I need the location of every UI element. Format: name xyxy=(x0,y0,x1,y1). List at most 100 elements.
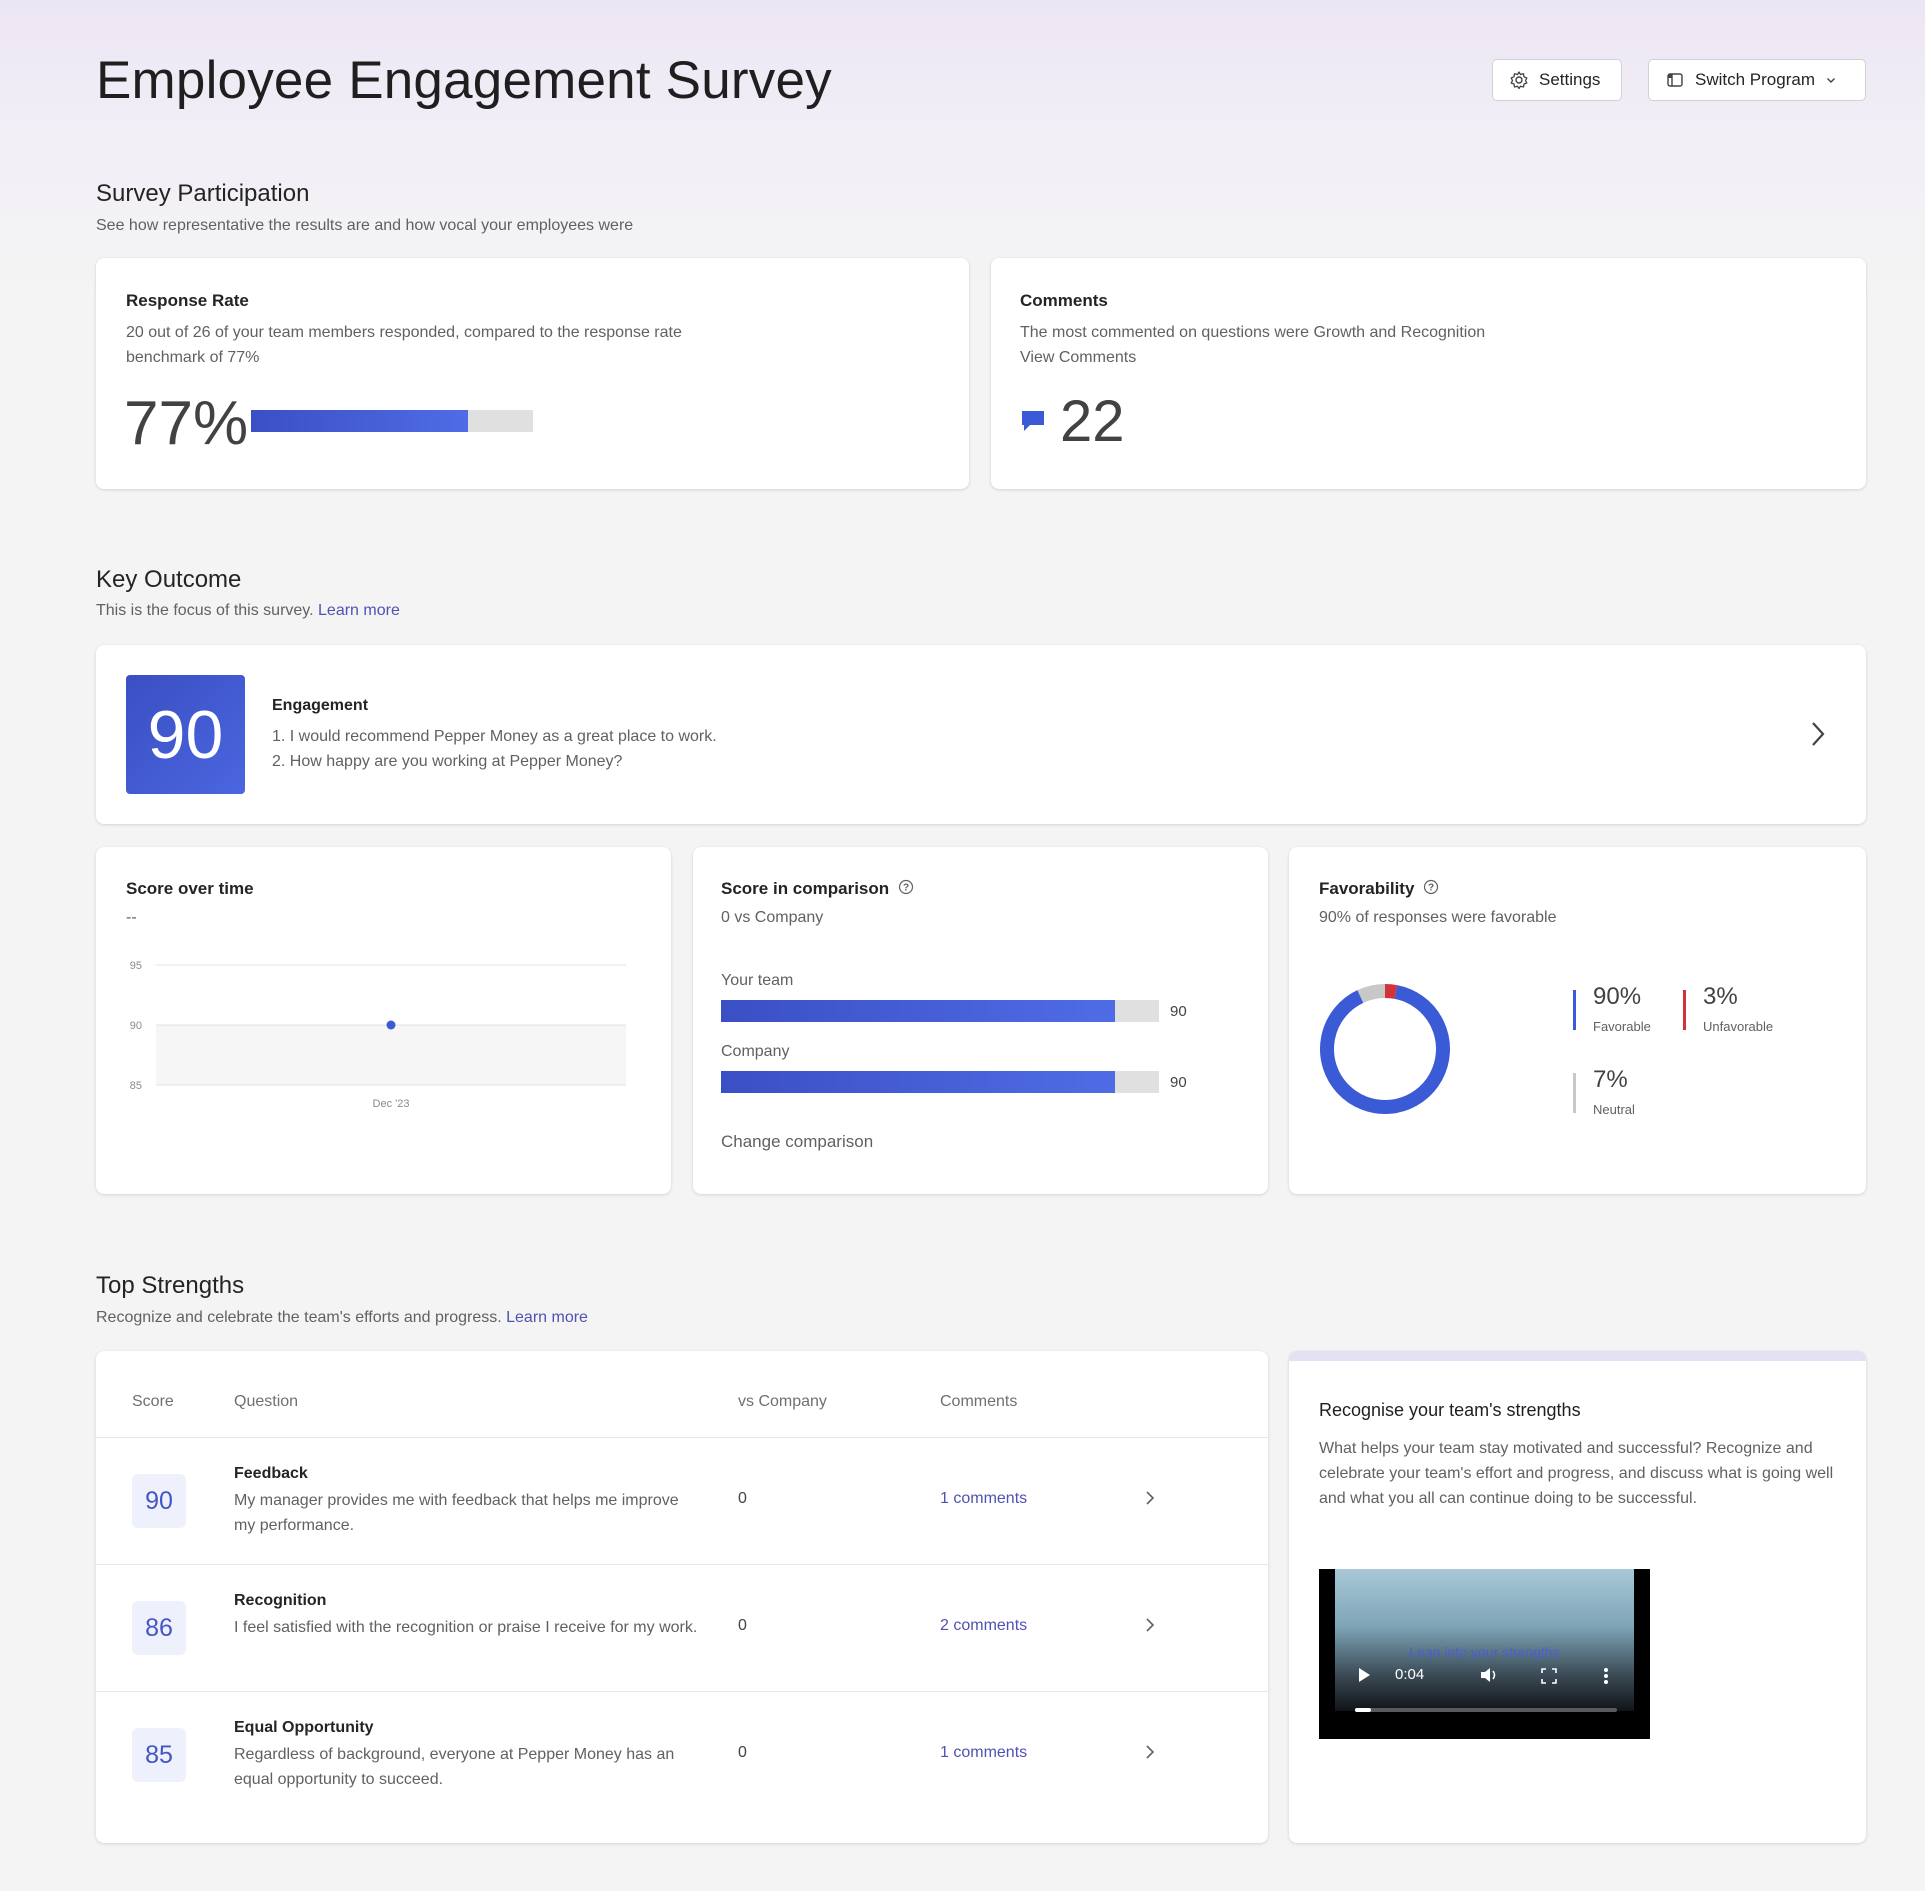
row-description: Regardless of background, everyone at Pe… xyxy=(234,1746,675,1788)
chart-area-fill xyxy=(156,1025,626,1085)
score-comparison-card: Score in comparison ? 0 vs Company Your … xyxy=(693,847,1268,1194)
comments-count: 22 xyxy=(1060,389,1125,454)
switch-program-button[interactable]: Switch Program xyxy=(1648,59,1866,101)
score-over-time-subtitle: -- xyxy=(126,909,137,926)
chevron-right-icon[interactable] xyxy=(1144,1617,1156,1638)
page-title: Employee Engagement Survey xyxy=(96,51,832,110)
neutral-label: Neutral xyxy=(1593,1102,1635,1117)
engagement-name: Engagement xyxy=(272,697,369,714)
header-question: Question xyxy=(234,1393,299,1410)
score-over-time-title: Score over time xyxy=(126,879,254,898)
row-vs-company: 0 xyxy=(738,1490,747,1507)
chevron-right-icon[interactable] xyxy=(1808,719,1828,754)
settings-label: Settings xyxy=(1539,70,1601,89)
svg-text:?: ? xyxy=(1428,883,1434,894)
header-comments: Comments xyxy=(940,1393,1018,1410)
row-title: Recognition xyxy=(234,1592,327,1609)
row-title: Equal Opportunity xyxy=(234,1719,374,1736)
favorability-subtitle: 90% of responses were favorable xyxy=(1319,909,1557,926)
key-outcome-learn-more-link[interactable]: Learn more xyxy=(318,602,400,619)
company-label: Company xyxy=(721,1043,790,1060)
video-player[interactable]: Lean into your strengths 0:04 xyxy=(1319,1569,1650,1739)
score-over-time-chart: 95 90 85 Dec '23 xyxy=(130,960,626,1110)
svg-text:?: ? xyxy=(903,883,909,894)
page-header: Employee Engagement Survey Settings Swit… xyxy=(96,50,1866,120)
recognise-title: Recognise your team's strengths xyxy=(1319,1400,1581,1420)
favorable-label: Favorable xyxy=(1593,1019,1651,1034)
play-icon[interactable] xyxy=(1357,1667,1371,1687)
your-team-bar xyxy=(721,1000,1159,1022)
unfavorable-segment[interactable] xyxy=(1384,984,1398,999)
row-comments-link[interactable]: 1 comments xyxy=(940,1744,1028,1761)
video-caption: Lean into your strengths xyxy=(1409,1644,1560,1660)
strengths-title: Top Strengths xyxy=(96,1272,245,1299)
y-tick-label: 90 xyxy=(130,1020,142,1032)
unfavorable-marker xyxy=(1683,990,1686,1030)
response-rate-text-1: 20 out of 26 of your team members respon… xyxy=(126,324,682,341)
switch-program-label: Switch Program xyxy=(1695,70,1815,89)
company-value: 90 xyxy=(1170,1074,1187,1091)
score-over-time-card: Score over time -- 95 90 85 Dec '23 xyxy=(96,847,671,1194)
card-accent-bar xyxy=(1289,1351,1866,1361)
row-description: My manager provides me with feedback tha… xyxy=(234,1492,679,1534)
neutral-segment[interactable] xyxy=(1357,984,1386,1003)
x-tick-label: Dec '23 xyxy=(373,1098,410,1110)
your-team-value: 90 xyxy=(1170,1003,1187,1020)
settings-button[interactable]: Settings xyxy=(1492,59,1622,101)
favorable-marker xyxy=(1573,990,1576,1030)
response-rate-text-2: benchmark of 77% xyxy=(126,349,260,366)
info-icon[interactable]: ? xyxy=(1423,879,1439,900)
participation-subtitle: See how representative the results are a… xyxy=(96,217,634,234)
row-description: I feel satisfied with the recognition or… xyxy=(234,1619,698,1636)
change-comparison-link[interactable]: Change comparison xyxy=(721,1132,874,1151)
neutral-marker xyxy=(1573,1073,1576,1113)
company-bar-fill xyxy=(721,1071,1116,1093)
comments-title: Comments xyxy=(1020,291,1108,310)
table-row[interactable]: 86 Recognition I feel satisfied with the… xyxy=(96,1564,1268,1691)
data-point[interactable] xyxy=(386,1020,396,1030)
favorability-title-text: Favorability xyxy=(1319,879,1415,898)
response-rate-value: 77% xyxy=(124,389,249,458)
engagement-score: 90 xyxy=(126,675,245,794)
recognise-text: What helps your team stay motivated and … xyxy=(1319,1440,1834,1507)
favorable-segment[interactable] xyxy=(1320,985,1450,1114)
view-comments-link[interactable]: View Comments xyxy=(1020,349,1137,366)
switch-program-icon xyxy=(1665,70,1685,90)
participation-title: Survey Participation xyxy=(96,180,310,207)
favorability-title: Favorability ? xyxy=(1319,879,1439,900)
row-title: Feedback xyxy=(234,1465,308,1482)
row-vs-company: 0 xyxy=(738,1744,747,1761)
your-team-label: Your team xyxy=(721,972,794,989)
chevron-right-icon[interactable] xyxy=(1144,1744,1156,1765)
more-options-icon[interactable] xyxy=(1603,1667,1609,1689)
row-score: 90 xyxy=(132,1474,186,1528)
key-outcome-subtitle-text: This is the focus of this survey. xyxy=(96,602,314,619)
row-comments-link[interactable]: 1 comments xyxy=(940,1490,1028,1507)
engagement-question-1: 1. I would recommend Pepper Money as a g… xyxy=(272,728,717,745)
comments-text: The most commented on questions were Gro… xyxy=(1020,324,1486,341)
engagement-card[interactable]: 90 Engagement 1. I would recommend Peppe… xyxy=(96,645,1866,824)
company-bar xyxy=(721,1071,1159,1093)
row-vs-company: 0 xyxy=(738,1617,747,1634)
response-rate-bar xyxy=(251,410,533,432)
fullscreen-icon[interactable] xyxy=(1541,1668,1557,1688)
row-comments-link[interactable]: 2 comments xyxy=(940,1617,1028,1634)
chevron-right-icon[interactable] xyxy=(1144,1490,1156,1511)
favorability-card: Favorability ? 90% of responses were fav… xyxy=(1289,847,1866,1194)
unfavorable-pct: 3% xyxy=(1703,983,1738,1010)
chevron-down-icon xyxy=(1825,74,1837,86)
key-outcome-title: Key Outcome xyxy=(96,566,242,593)
favorability-donut xyxy=(1320,984,1450,1114)
header-score: Score xyxy=(132,1393,174,1410)
header-vs-company: vs Company xyxy=(738,1393,827,1410)
video-progress-track[interactable] xyxy=(1355,1708,1617,1712)
strengths-subtitle-text: Recognize and celebrate the team's effor… xyxy=(96,1309,502,1326)
score-comparison-title-text: Score in comparison xyxy=(721,879,890,898)
volume-icon[interactable] xyxy=(1480,1667,1500,1687)
comments-card: Comments The most commented on questions… xyxy=(991,258,1866,489)
table-row[interactable]: 90 Feedback My manager provides me with … xyxy=(96,1437,1268,1564)
info-icon[interactable]: ? xyxy=(898,879,914,900)
strengths-learn-more-link[interactable]: Learn more xyxy=(506,1309,588,1326)
table-row[interactable]: 85 Equal Opportunity Regardless of backg… xyxy=(96,1691,1268,1818)
video-time: 0:04 xyxy=(1395,1666,1425,1683)
